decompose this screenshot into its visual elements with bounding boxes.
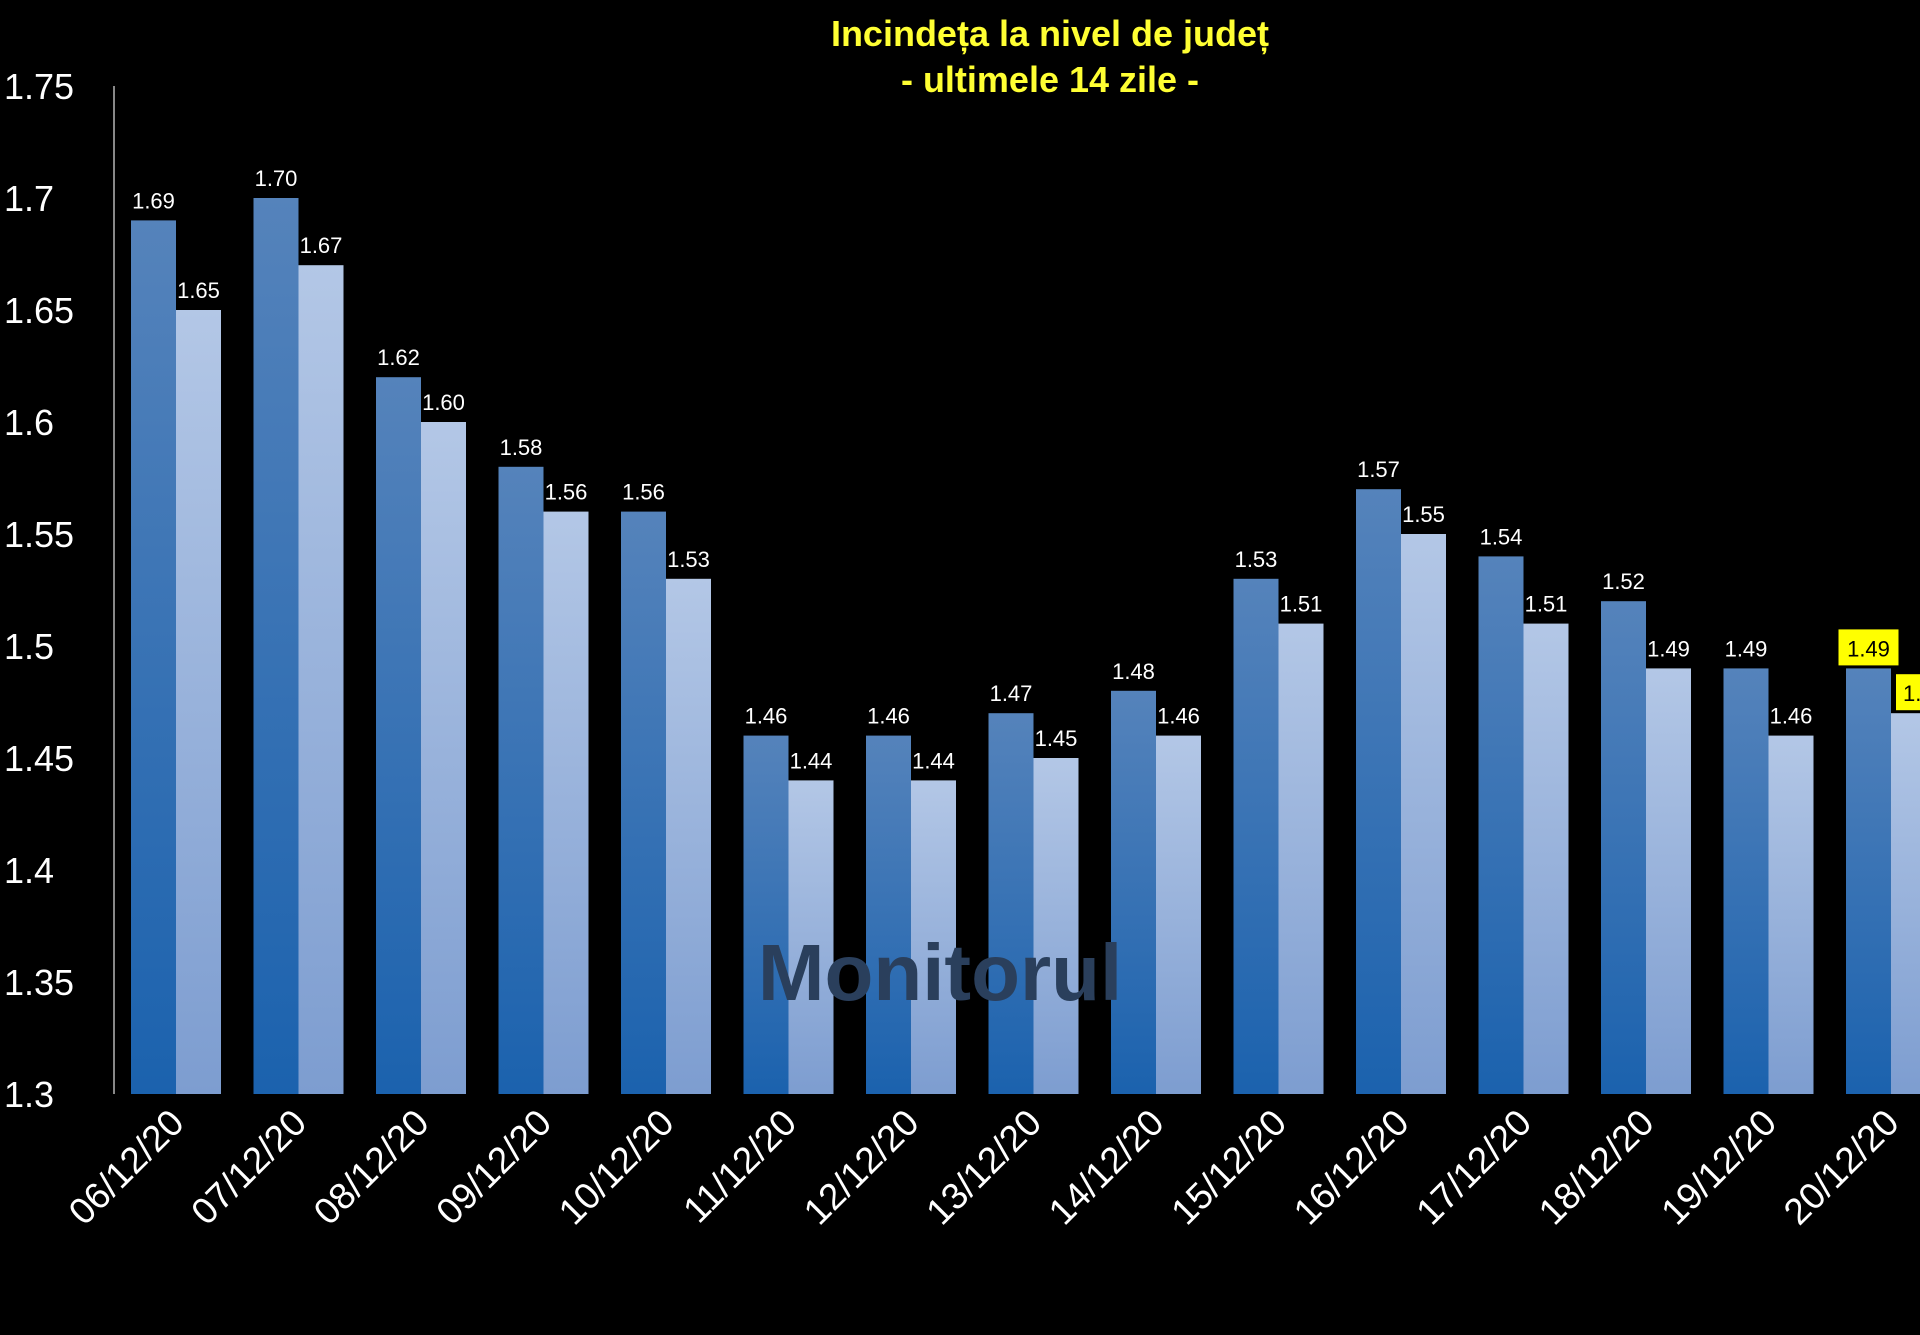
x-tick-label: 20/12/20: [1776, 1102, 1907, 1233]
data-label: 1.53: [667, 547, 710, 572]
bar-series-1: [743, 735, 789, 1094]
data-label: 1.44: [912, 748, 955, 773]
data-label: 1.46: [1770, 704, 1813, 729]
bar-series-2: [1278, 623, 1324, 1094]
chart-subtitle: - ultimele 14 zile -: [901, 59, 1199, 100]
x-tick-label: 19/12/20: [1653, 1102, 1784, 1233]
bar-series-1: [1601, 601, 1646, 1094]
data-label: 1.: [1903, 681, 1920, 706]
data-label: 1.70: [255, 166, 298, 191]
y-tick-label: 1.7: [4, 178, 54, 219]
data-label: 1.57: [1357, 457, 1400, 482]
bar-series-1: [988, 713, 1034, 1094]
bar-series-1: [498, 466, 544, 1094]
bar-series-1: [1111, 690, 1156, 1094]
data-label: 1.60: [422, 390, 465, 415]
bar-series-2: [1156, 735, 1201, 1094]
watermark: Monitorul: [758, 928, 1122, 1017]
data-label: 1.56: [545, 480, 588, 505]
bar-series-2: [1768, 735, 1814, 1094]
data-label: 1.46: [745, 704, 788, 729]
bar-series-2: [1646, 668, 1691, 1094]
bar-series-2: [1033, 758, 1079, 1094]
bar-series-1: [1478, 556, 1524, 1094]
x-tick-label: 17/12/20: [1408, 1102, 1539, 1233]
data-label: 1.51: [1525, 592, 1568, 617]
x-tick-label: 18/12/20: [1531, 1102, 1662, 1233]
data-label: 1.65: [177, 278, 220, 303]
data-label: 1.47: [990, 681, 1033, 706]
bar-series-2: [298, 265, 344, 1094]
data-label: 1.54: [1480, 524, 1523, 549]
y-tick-label: 1.55: [4, 514, 74, 555]
y-tick-label: 1.45: [4, 738, 74, 779]
bar-series-1: [131, 220, 176, 1094]
y-tick-label: 1.4: [4, 850, 54, 891]
bar-series-1: [253, 198, 299, 1094]
x-tick-label: 08/12/20: [306, 1102, 437, 1233]
bar-series-2: [666, 578, 711, 1094]
x-tick-label: 15/12/20: [1163, 1102, 1294, 1233]
data-label: 1.69: [132, 188, 175, 213]
bar-series-1: [1233, 578, 1279, 1094]
bar-series-2: [911, 780, 956, 1094]
data-label: 1.55: [1402, 502, 1445, 527]
x-tick-label: 10/12/20: [551, 1102, 682, 1233]
bar-series-2: [1523, 623, 1569, 1094]
x-tick-label: 06/12/20: [61, 1102, 192, 1233]
data-label: 1.56: [622, 480, 665, 505]
highlight-label-box: [1836, 627, 1901, 668]
bar-series-2: [176, 310, 221, 1094]
data-label: 1.53: [1235, 547, 1278, 572]
x-tick-label: 14/12/20: [1041, 1102, 1172, 1233]
bar-series-1: [1356, 489, 1401, 1094]
y-tick-label: 1.65: [4, 290, 74, 331]
y-tick-label: 1.35: [4, 962, 74, 1003]
bar-series-1: [1846, 668, 1891, 1094]
x-tick-label: 13/12/20: [918, 1102, 1049, 1233]
x-tick-label: 12/12/20: [796, 1102, 927, 1233]
y-tick-label: 1.75: [4, 66, 74, 107]
bar-series-1: [866, 735, 911, 1094]
bar-series-2: [1401, 534, 1446, 1094]
data-label: 1.49: [1725, 636, 1768, 661]
data-label: 1.48: [1112, 659, 1155, 684]
highlight-label-box: [1894, 672, 1920, 713]
y-tick-label: 1.5: [4, 626, 54, 667]
x-tick-label: 11/12/20: [675, 1102, 804, 1231]
bar-series-2: [421, 422, 466, 1094]
data-label: 1.49: [1647, 636, 1690, 661]
bar-series-2: [788, 780, 834, 1094]
data-label: 1.46: [1157, 704, 1200, 729]
y-tick-label: 1.6: [4, 402, 54, 443]
x-tick-label: 09/12/20: [428, 1102, 559, 1233]
data-label: 1.58: [500, 435, 543, 460]
data-label: 1.49: [1847, 636, 1890, 661]
bar-series-1: [1723, 668, 1769, 1094]
data-label: 1.46: [867, 704, 910, 729]
x-tick-label: 16/12/20: [1286, 1102, 1417, 1233]
bar-series-1: [621, 511, 666, 1095]
data-label: 1.45: [1035, 726, 1078, 751]
data-label: 1.51: [1280, 592, 1323, 617]
data-label: 1.67: [300, 233, 343, 258]
x-tick-label: 07/12/20: [183, 1102, 314, 1233]
chart-title: Incindeța la nivel de județ: [831, 13, 1269, 55]
data-label: 1.44: [790, 748, 833, 773]
data-label: 1.52: [1602, 569, 1645, 594]
bar-series-1: [376, 377, 421, 1094]
bar-series-2: [1891, 713, 1920, 1094]
y-tick-label: 1.3: [4, 1074, 54, 1115]
data-label: 1.62: [377, 345, 420, 370]
bar-series-2: [543, 511, 589, 1095]
